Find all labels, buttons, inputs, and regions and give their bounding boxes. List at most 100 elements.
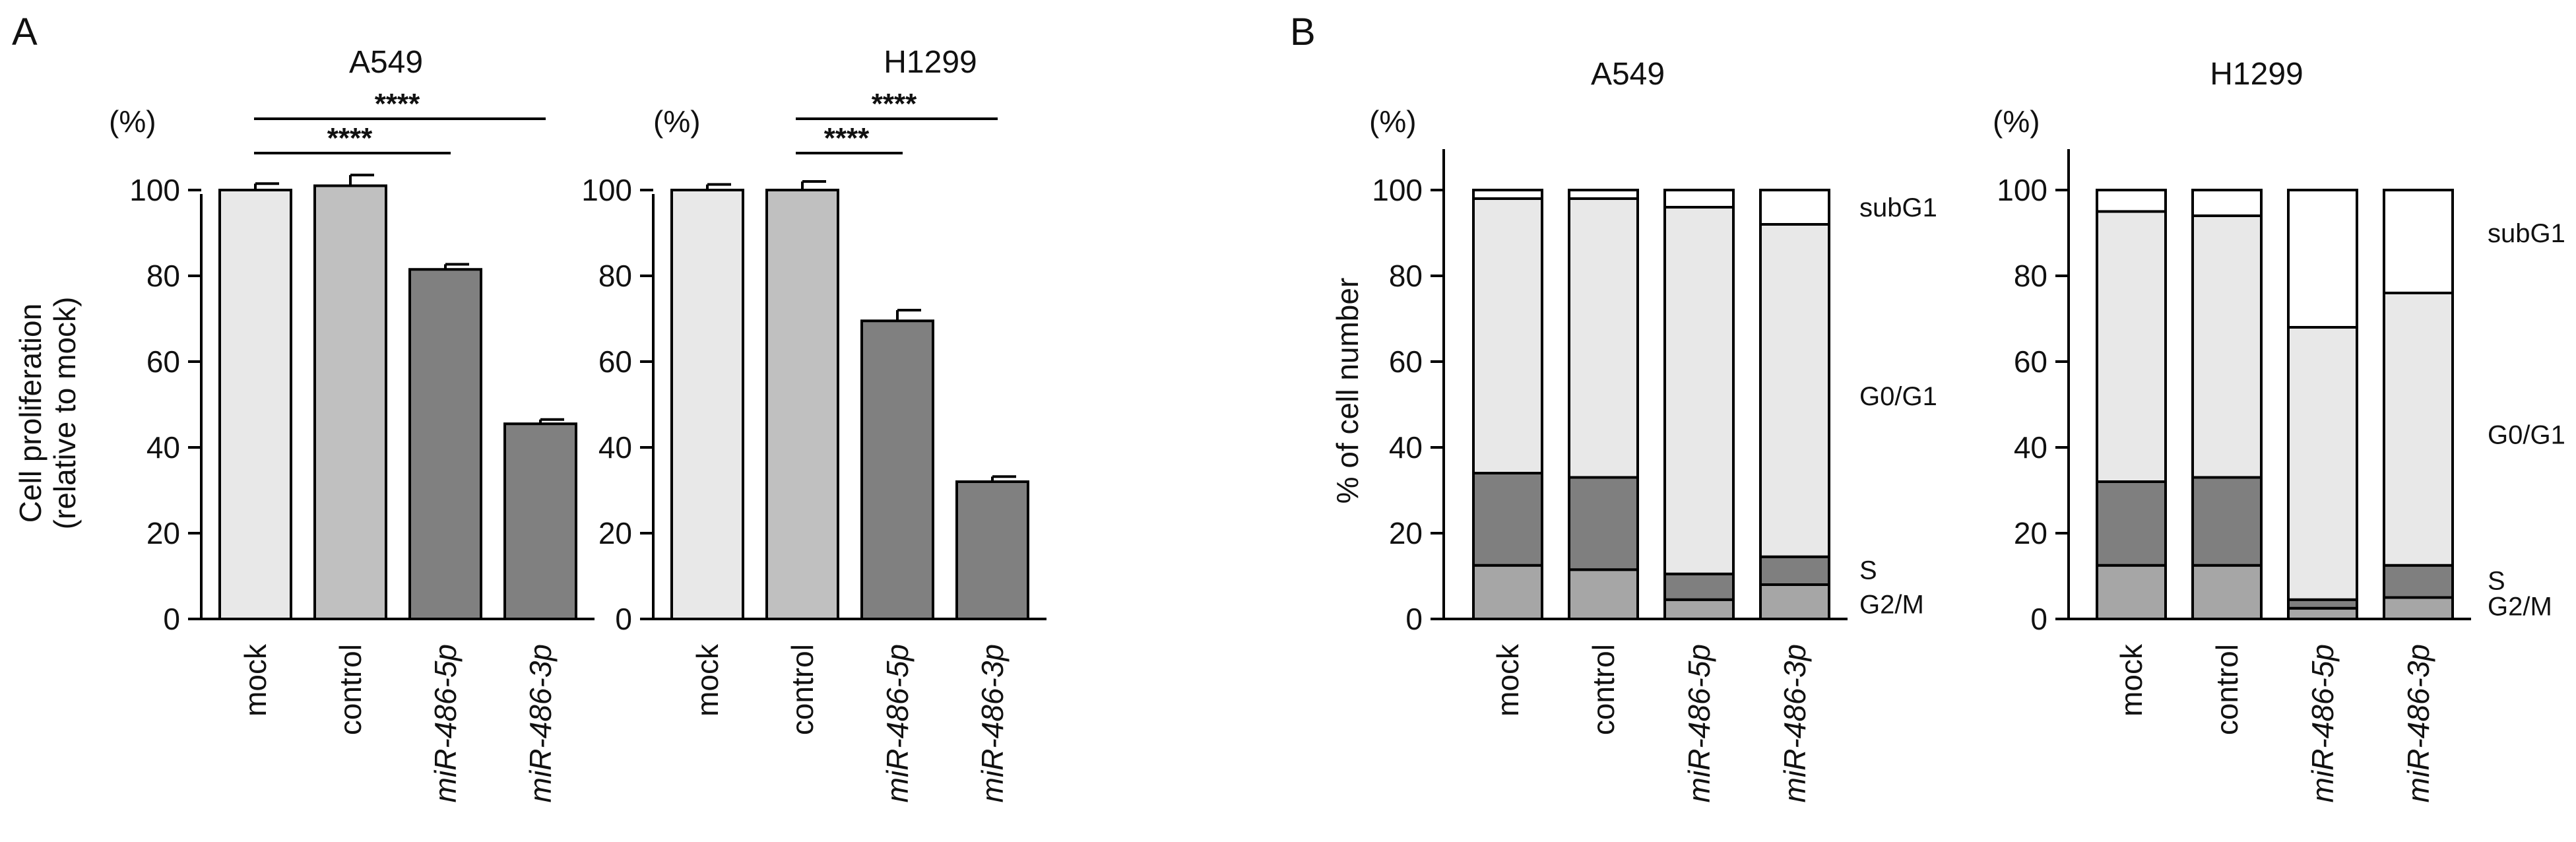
segment-control-g2-m: [2191, 564, 2263, 620]
segment-mock-g2-m: [1472, 564, 1543, 620]
segment-mock-subg1: [2096, 189, 2167, 213]
segment-control-g2-m: [1568, 568, 1639, 620]
y-unit-label: (%): [109, 104, 156, 139]
segment-mock-g0-g1: [1472, 197, 1543, 474]
x-tick-label-control: control: [333, 644, 368, 735]
bar-mir-486-3p: [955, 480, 1029, 620]
y-tick-label: 60: [146, 344, 180, 379]
chart-h1299-proliferation: H1299 (%) 0 20 40 60 80 100 mock control miR-486-5…: [581, 45, 1046, 802]
segment-mir-486-5p-g2-m: [2287, 606, 2358, 620]
y-tick-label: 0: [163, 602, 180, 636]
phase-label-subg1: subG1: [1859, 193, 1937, 222]
bar-mir-486-5p: [408, 268, 482, 620]
segment-control-subg1: [1568, 189, 1639, 200]
segment-control-g0-g1: [2191, 214, 2263, 479]
bar-control: [313, 184, 387, 620]
segment-mir-486-5p-g2-m: [1663, 598, 1735, 620]
chart-h1299-cell-cycle: H1299 (%) 0 20 40 60 80 100 mock control miR-486-5…: [1993, 57, 2565, 802]
phase-label-s: S: [2488, 567, 2505, 596]
y-tick-label: 0: [2030, 602, 2047, 636]
chart-a549-cell-cycle: A549 (%) 0 20 40 60 80 100 % of cell number mock c…: [1330, 57, 1937, 802]
y-tick-label: 20: [1389, 516, 1423, 550]
significance-stars: ****: [375, 88, 420, 120]
y-tick-label: 20: [2014, 516, 2047, 550]
segment-control-s: [1568, 476, 1639, 571]
x-tick-label-control: control: [2210, 644, 2244, 735]
x-tick-label-mir-486-5p: miR-486-5p: [2305, 644, 2340, 802]
segment-mock-g2-m: [2096, 564, 2167, 620]
x-tick-label-mir-486-3p: miR-486-3p: [1778, 644, 1812, 802]
y-tick-label: 20: [146, 516, 180, 550]
bar-mock: [218, 189, 292, 620]
y-tick-label: 20: [598, 516, 632, 550]
x-tick-label-mir-486-5p: miR-486-5p: [428, 644, 463, 802]
segment-mir-486-3p-subg1: [1759, 189, 1830, 226]
phase-label-g2-m: G2/M: [2488, 593, 2552, 622]
segment-mir-486-5p-g0-g1: [2287, 326, 2358, 601]
y-tick-label: 100: [581, 173, 632, 207]
segment-mock-g0-g1: [2096, 210, 2167, 483]
phase-label-g2-m: G2/M: [1859, 590, 1924, 619]
y-unit-label: (%): [1993, 104, 2040, 139]
x-tick-label-control: control: [785, 644, 820, 735]
phase-label-g0-g1: G0/G1: [2488, 421, 2565, 450]
segment-mir-486-3p-g0-g1: [2383, 292, 2454, 567]
y-tick-label: 80: [1389, 259, 1423, 293]
segment-mir-486-5p-s: [1663, 572, 1735, 601]
y-tick-label: 80: [146, 259, 180, 293]
y-axis-title: Cell proliferation: [13, 304, 48, 523]
y-tick-label: 60: [2014, 344, 2047, 379]
y-tick-label: 60: [598, 344, 632, 379]
x-tick-label-mock: mock: [238, 643, 273, 717]
segment-mock-s: [2096, 480, 2167, 567]
segment-control-g0-g1: [1568, 197, 1639, 479]
phase-label-g0-g1: G0/G1: [1859, 382, 1937, 411]
panel-letter-a: A: [12, 11, 38, 53]
segment-control-subg1: [2191, 189, 2263, 217]
segment-mir-486-5p-subg1: [2287, 189, 2358, 329]
y-tick-label: 60: [1389, 344, 1423, 379]
segment-mir-486-3p-g0-g1: [1759, 223, 1830, 558]
segment-mir-486-3p-s: [1759, 555, 1830, 586]
y-axis-title: % of cell number: [1330, 278, 1365, 504]
y-tick-label: 0: [1405, 602, 1423, 636]
x-tick-label-mir-486-5p: miR-486-5p: [880, 644, 915, 802]
x-tick-label-mir-486-5p: miR-486-5p: [1682, 644, 1716, 802]
x-tick-label-control: control: [1586, 644, 1621, 735]
x-tick-label-mock: mock: [690, 643, 724, 717]
segment-mir-486-3p-g2-m: [2383, 596, 2454, 620]
y-tick-label: 100: [1997, 173, 2047, 207]
segment-mock-subg1: [1472, 189, 1543, 200]
chart-title: H1299: [884, 45, 977, 80]
significance-stars: ****: [327, 122, 373, 154]
y-unit-label: (%): [653, 104, 701, 139]
y-unit-label: (%): [1369, 104, 1417, 139]
x-tick-label-mir-486-3p: miR-486-3p: [2401, 644, 2435, 802]
y-tick-label: 40: [1389, 430, 1423, 465]
y-tick-label: 0: [615, 602, 632, 636]
bar-control: [765, 189, 839, 620]
panel-letter-b: B: [1290, 11, 1316, 53]
chart-title: A549: [349, 45, 423, 80]
x-tick-label-mock: mock: [1491, 643, 1525, 717]
bar-mock: [670, 189, 744, 620]
phase-label-s: S: [1859, 556, 1877, 585]
y-tick-label: 80: [598, 259, 632, 293]
segment-mir-486-3p-g2-m: [1759, 583, 1830, 620]
segment-mock-s: [1472, 472, 1543, 567]
significance-stars: ****: [824, 122, 870, 154]
segment-mir-486-3p-subg1: [2383, 189, 2454, 294]
y-tick-label: 80: [2014, 259, 2047, 293]
chart-a549-proliferation: A549 (%) 0 20 40 60 80 100 Cell proliferation (re…: [13, 45, 595, 802]
segment-mir-486-5p-subg1: [1663, 189, 1735, 209]
chart-title: A549: [1591, 57, 1665, 92]
bar-mir-486-3p: [503, 422, 577, 620]
significance-stars: ****: [872, 88, 917, 120]
y-axis-title: (relative to mock): [48, 297, 82, 530]
y-tick-label: 100: [129, 173, 180, 207]
y-tick-label: 40: [146, 430, 180, 465]
x-tick-label-mock: mock: [2114, 643, 2148, 717]
segment-mir-486-3p-s: [2383, 564, 2454, 599]
